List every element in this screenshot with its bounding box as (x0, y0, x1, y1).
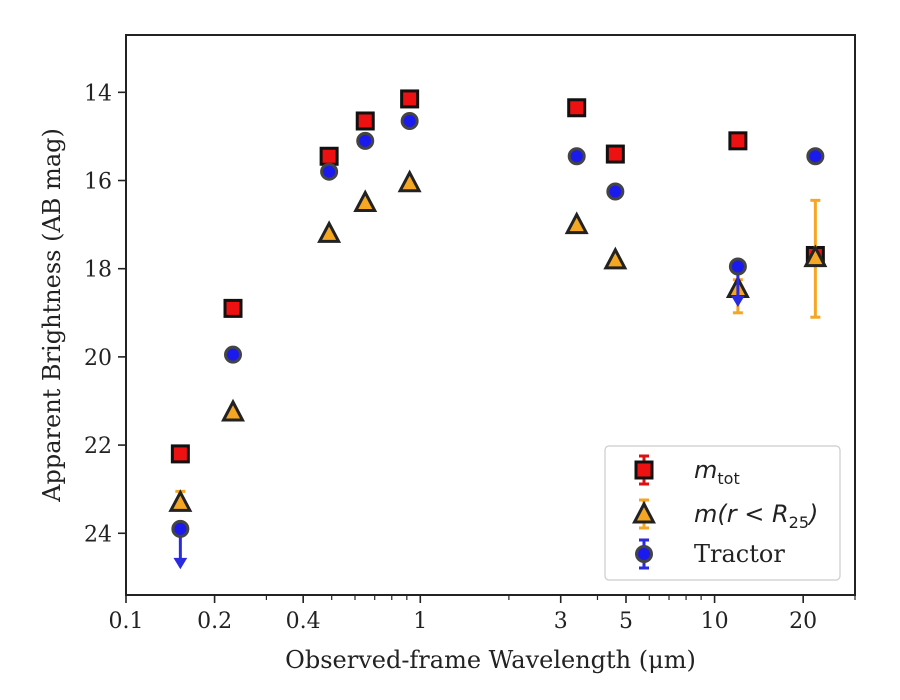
x-axis-label: Observed-frame Wavelength (μm) (285, 646, 696, 674)
data-point-circle (606, 182, 625, 201)
data-point-square (170, 444, 190, 464)
data-point-triangle (603, 246, 628, 270)
y-tick-label: 16 (84, 170, 112, 195)
x-tick-label: 0.4 (286, 609, 321, 634)
legend: mtot m(r < R25) Tractor (604, 445, 841, 581)
data-point-triangle (168, 489, 193, 512)
y-axis-label: Apparent Brightness (AB mag) (38, 128, 66, 503)
legend-label: mtot (694, 456, 740, 488)
data-point-circle (806, 147, 825, 166)
data-point-square (355, 111, 375, 131)
series-circle (171, 111, 825, 570)
data-point-circle (400, 111, 419, 130)
plot-frame (125, 34, 856, 596)
legend-marker-triangle (632, 500, 656, 524)
data-point-triangle (353, 189, 378, 213)
data-point-square (223, 298, 243, 318)
legend-marker-circle (635, 545, 653, 563)
upper-limit-arrowhead (731, 295, 745, 307)
data-point-square (728, 131, 748, 151)
data-point-square (400, 89, 420, 109)
y-tick-label: 18 (84, 258, 112, 283)
x-tick-label: 0.1 (109, 609, 144, 634)
y-tick-label: 22 (84, 434, 112, 459)
x-tick-label: 1 (413, 609, 427, 634)
x-tick-label: 3 (554, 609, 568, 634)
data-point-circle (320, 162, 339, 181)
legend-label: m(r < R25) (694, 500, 818, 532)
y-tick-label: 14 (84, 81, 112, 106)
data-point-square (319, 146, 339, 166)
y-tick-label: 20 (84, 346, 112, 371)
data-point-circle (356, 131, 375, 150)
data-point-square (605, 144, 625, 164)
y-tick-label: 24 (84, 522, 112, 547)
x-tick-label: 20 (789, 609, 817, 634)
data-point-circle (171, 519, 190, 538)
data-point-circle (728, 257, 747, 276)
x-tick-label: 10 (701, 609, 729, 634)
axis-ticks: 0.1 0.2 0.4 1 3 5 10 20 14 16 18 20 22 24 (84, 81, 856, 634)
data-point-triangle (221, 398, 245, 422)
data-point-square (567, 98, 587, 118)
data-point-triangle (564, 211, 589, 235)
legend-marker-square (634, 460, 654, 480)
data-marks (168, 89, 828, 570)
legend-label: Tractor (694, 540, 785, 568)
legend-frame (604, 445, 841, 581)
data-point-triangle (397, 169, 422, 193)
x-tick-label: 0.2 (197, 609, 232, 634)
data-point-triangle (803, 244, 828, 268)
data-point-triangle (317, 220, 342, 243)
x-tick-label: 5 (619, 609, 633, 634)
data-point-circle (567, 147, 586, 166)
upper-limit-arrowhead (173, 557, 188, 570)
data-point-circle (224, 345, 243, 364)
